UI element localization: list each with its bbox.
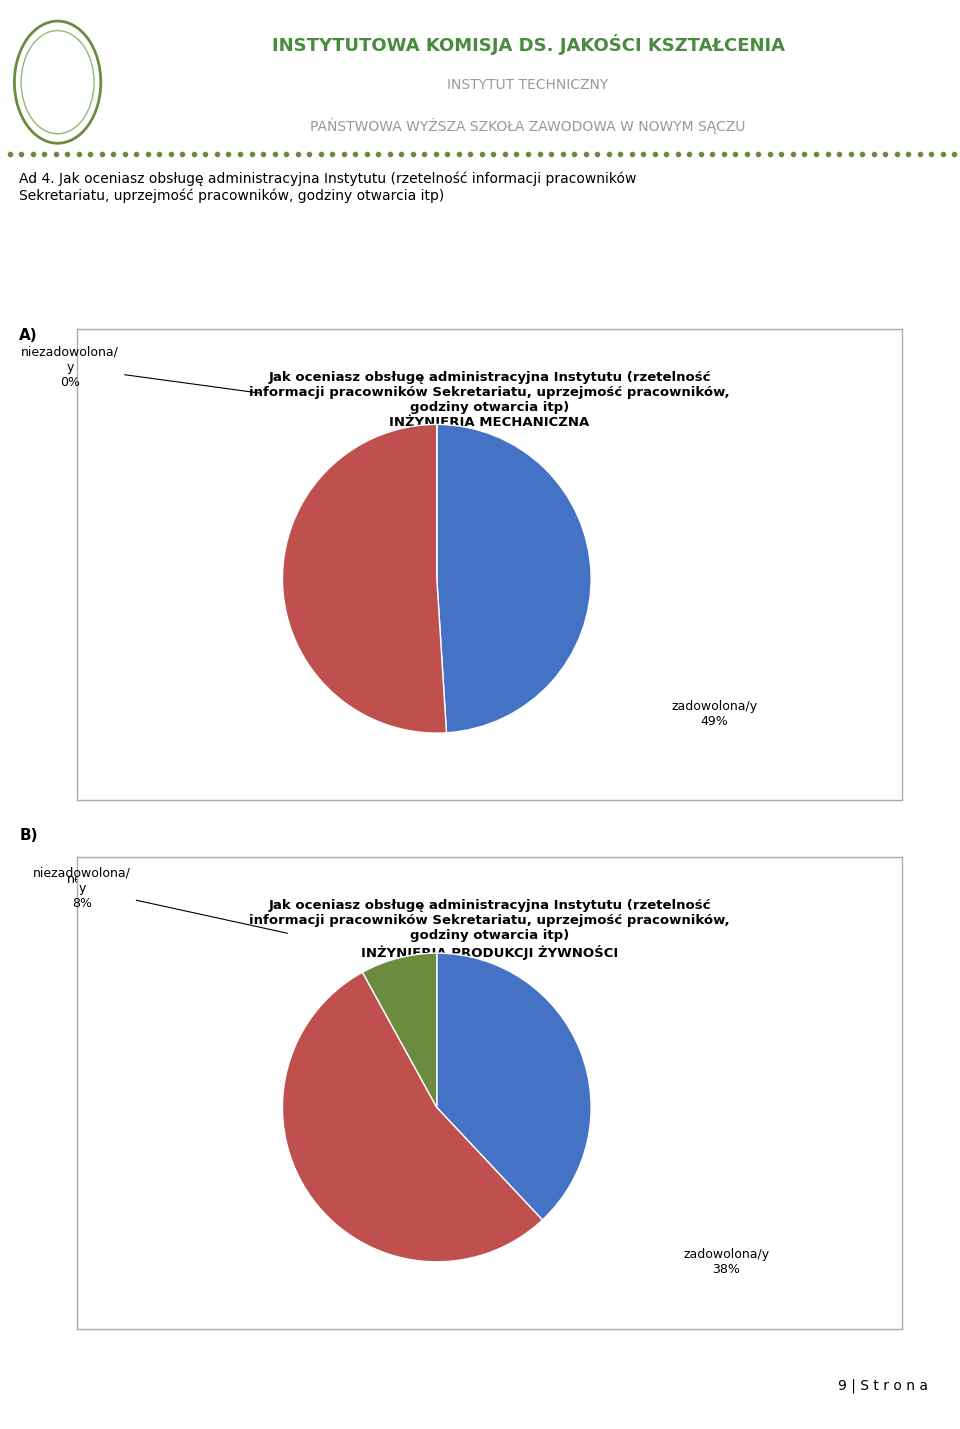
Text: Jak oceniasz obsługę administracyjna Instytutu (rzetelność
informacji pracownikó: Jak oceniasz obsługę administracyjna Ins… [250,899,730,960]
Wedge shape [282,972,542,1262]
Wedge shape [363,953,437,1107]
Text: Ad 4. Jak oceniasz obsługę administracyjna Instytutu (rzetelność informacji prac: Ad 4. Jak oceniasz obsługę administracyj… [19,171,636,203]
Text: neutralny
51%: neutralny 51% [67,873,128,902]
Wedge shape [437,953,591,1220]
Wedge shape [437,424,591,733]
Text: PAŃSTWOWA WYŻSZA SZKOŁA ZAWODOWA W NOWYM SĄCZU: PAŃSTWOWA WYŻSZA SZKOŁA ZAWODOWA W NOWYM… [310,117,746,134]
Text: niezadowolona/
y
8%: niezadowolona/ y 8% [33,867,287,933]
Text: Jak oceniasz obsługę administracyjna Instytutu (rzetelność
informacji pracownikó: Jak oceniasz obsługę administracyjna Ins… [250,370,730,429]
Wedge shape [282,424,446,733]
Text: INSTYTUTOWA KOMISJA DS. JAKOŚCI KSZTAŁCENIA: INSTYTUTOWA KOMISJA DS. JAKOŚCI KSZTAŁCE… [272,34,784,54]
Text: niezadowolona/
y
0%: niezadowolona/ y 0% [21,346,260,393]
Text: zadowolona/y
38%: zadowolona/y 38% [684,1248,769,1276]
Text: B): B) [19,829,37,843]
Text: zadowolona/y
49%: zadowolona/y 49% [672,700,757,727]
Text: A): A) [19,329,37,343]
Text: 9 | S t r o n a: 9 | S t r o n a [838,1379,928,1393]
Text: INSTYTUT TECHNICZNY: INSTYTUT TECHNICZNY [447,79,609,91]
